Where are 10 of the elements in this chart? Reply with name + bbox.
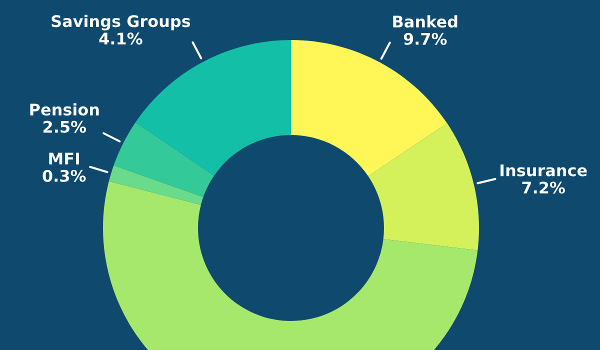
slice-label: Pension xyxy=(30,103,99,116)
slice-label: Insurance xyxy=(500,164,587,176)
text: 4.1% xyxy=(99,32,142,45)
text: 0.3% xyxy=(42,170,86,182)
slice-label: MFI xyxy=(49,152,80,164)
slice-label: Banked xyxy=(393,15,458,28)
text: 7.2% xyxy=(522,182,565,194)
text: 2.5% xyxy=(44,120,86,133)
slice-label: Savings Groups xyxy=(52,14,190,30)
text: 9.7% xyxy=(404,32,447,45)
